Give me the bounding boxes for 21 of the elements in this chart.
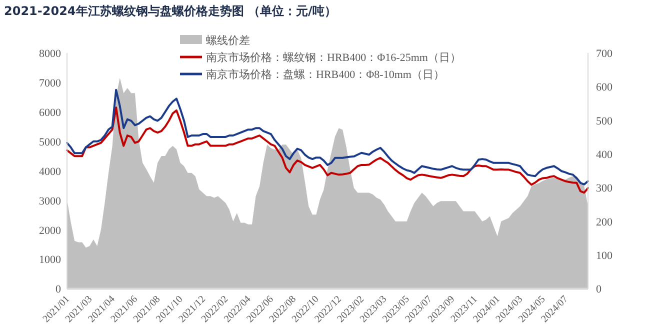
y2-tick-label: 0 (596, 284, 602, 296)
y-tick-label: 7000 (39, 77, 62, 90)
y-tick-label: 8000 (39, 48, 62, 60)
y2-tick-label: 200 (596, 216, 613, 228)
y-tick-label: 6000 (39, 106, 62, 119)
legend-label: 螺线价差 (206, 34, 250, 47)
y2-tick-label: 600 (596, 82, 613, 94)
y-tick-label: 0 (56, 284, 62, 296)
y2-tick-label: 400 (596, 149, 613, 162)
y-tick-label: 5000 (39, 136, 62, 148)
title: 2021-2024年江苏螺纹钢与盘螺价格走势图 （单位：元/吨） (4, 4, 336, 18)
y-tick-label: 3000 (39, 195, 62, 208)
y-tick-label: 1000 (39, 254, 62, 266)
y2-tick-label: 100 (596, 250, 613, 262)
legend-label: 南京市场价格：螺纹钢：HRB400：Φ16-25mm（日） (206, 51, 461, 64)
legend-label: 南京市场价格：盘螺：HRB400：Φ8-10mm（日） (206, 68, 444, 81)
y-tick-label: 4000 (39, 166, 62, 178)
y2-tick-label: 700 (596, 48, 613, 60)
y-tick-label: 2000 (39, 224, 62, 237)
y2-tick-label: 500 (596, 115, 613, 128)
y2-tick-label: 300 (596, 182, 613, 195)
